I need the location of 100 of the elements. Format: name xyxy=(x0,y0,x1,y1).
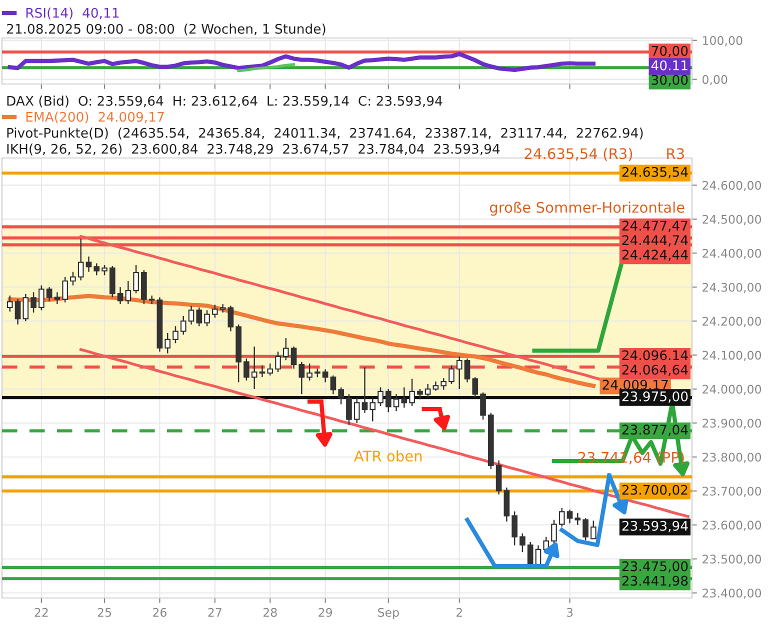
ref-line-label: 23.700,02 xyxy=(622,484,688,496)
candlestick xyxy=(306,362,312,382)
y-tick-label: 100,00 xyxy=(703,36,742,46)
legend-label: RSI(14) 40,11 xyxy=(26,8,119,20)
annotation: 40.11 xyxy=(651,60,688,70)
candlestick xyxy=(480,392,486,420)
ref-line-label: 23.475,00 xyxy=(622,561,688,573)
ref-line-label: 24.424,44 xyxy=(622,250,688,261)
x-tick-label: Sep xyxy=(378,608,399,620)
candlestick xyxy=(464,358,470,383)
candlestick xyxy=(14,298,21,326)
text: 23.593,94 xyxy=(622,520,688,532)
candlestick xyxy=(30,292,36,314)
candlestick xyxy=(472,376,478,398)
candlestick xyxy=(94,262,100,276)
candlestick xyxy=(259,364,266,378)
candlestick xyxy=(38,284,44,311)
candlestick xyxy=(54,292,60,305)
text: Pivot-Punkte(D) (24635.54, 24365.84, 24011.34, 23741.64, 23387.14, 23117.44, 22762.94) xyxy=(7,128,643,140)
candlestick xyxy=(378,386,384,407)
ref-line-label: 23.877,04 xyxy=(622,424,688,436)
candlestick xyxy=(180,315,186,336)
candlestick xyxy=(401,386,408,408)
candlestick xyxy=(102,264,108,276)
x-tick-label: 2 xyxy=(456,608,462,617)
y-tick-label: 23.800,00 xyxy=(702,452,762,463)
candlestick xyxy=(354,396,360,424)
candlestick xyxy=(551,519,557,544)
y-tick-label: 24.000,00 xyxy=(702,384,762,395)
candlestick xyxy=(393,394,400,412)
ref-line-label: 24.635,54 xyxy=(622,166,688,178)
candlestick xyxy=(188,305,194,326)
x-tick-label: 3 xyxy=(566,608,573,617)
candlestick xyxy=(512,510,518,546)
legend-label: EMA(200) 24.009,17 xyxy=(26,112,164,124)
candlestick xyxy=(590,520,596,540)
text: 21.08.2025 09:00 - 08:00 (2 Wochen, 1 Stunde) xyxy=(6,24,326,36)
y-tick-label: 24.400,00 xyxy=(702,248,762,259)
candlestick xyxy=(62,276,68,304)
data-label: 24.009,17 xyxy=(602,380,668,392)
x-tick-label: 26 xyxy=(153,608,166,617)
ref-line-label: 24.096.14 xyxy=(622,350,688,360)
candlestick xyxy=(6,294,13,312)
x-tick-label: 27 xyxy=(208,608,222,617)
annotation: ATR oben xyxy=(354,450,422,462)
y-tick-label: 24.200,00 xyxy=(702,316,762,327)
y-tick-label: 23.600,00 xyxy=(702,520,762,531)
y-tick-label: 23.500,00 xyxy=(702,554,762,565)
chart-title: DAX (Bid) O: 23.559,64 H: 23.612,64 L: 23.559,14 C: 23.593,94 xyxy=(7,96,442,108)
candlestick xyxy=(409,378,415,407)
ref-line-label: 24.477,47 xyxy=(622,220,688,232)
candlestick xyxy=(172,326,178,344)
candlestick xyxy=(338,386,344,405)
x-tick-label: 28 xyxy=(263,608,277,617)
candlestick xyxy=(574,512,581,526)
x-tick-label: 25 xyxy=(98,608,111,617)
ref-line-label: 24.064,64 xyxy=(622,364,688,376)
candlestick xyxy=(424,383,431,398)
annotation: R3 xyxy=(667,148,684,160)
text: IKH(9, 26, 52, 26) 23.600,84 23.748,29 23.674,57 23.784,04 23.593,94 xyxy=(7,144,500,156)
candlestick xyxy=(46,286,52,302)
annotation: große Sommer-Horizontale xyxy=(490,202,684,216)
y-tick-label: 0,00 xyxy=(702,75,728,86)
candlestick xyxy=(346,394,352,426)
candlestick xyxy=(78,238,84,281)
candlestick xyxy=(86,256,92,272)
line-series xyxy=(79,348,690,518)
candlestick xyxy=(440,378,447,390)
y-tick-label: 23.700,00 xyxy=(702,486,762,497)
line-series xyxy=(8,52,596,72)
annotation: 24.635,54 (R3) xyxy=(524,148,632,161)
candlestick xyxy=(251,346,258,390)
candlestick xyxy=(582,518,588,541)
candlestick xyxy=(298,361,305,395)
y-tick-label: 24.500,00 xyxy=(702,214,762,226)
candlestick xyxy=(133,264,139,294)
candlestick xyxy=(164,332,171,354)
line-series xyxy=(79,235,603,381)
ref-line-label: 24.444,74 xyxy=(622,235,688,246)
candlestick xyxy=(448,364,454,385)
candlestick xyxy=(362,366,368,414)
candlestick xyxy=(520,532,526,553)
candlestick xyxy=(282,337,289,361)
candlestick xyxy=(125,280,132,305)
line-series xyxy=(237,63,296,72)
ref-line-label: 23.441,98 xyxy=(622,576,688,588)
candlestick xyxy=(196,306,202,327)
x-tick-label: 22 xyxy=(34,608,48,617)
candlestick xyxy=(117,286,124,305)
candlestick xyxy=(22,293,29,322)
candlestick xyxy=(275,351,281,373)
candlestick xyxy=(212,304,218,318)
ref-line-label: 70,00 xyxy=(652,46,688,58)
y-tick-label: 24.600,00 xyxy=(702,180,762,192)
candlestick xyxy=(70,271,76,286)
candlestick xyxy=(456,356,462,390)
candlestick xyxy=(290,346,297,370)
candlestick xyxy=(417,388,423,400)
candlestick xyxy=(267,362,274,376)
candlestick xyxy=(330,374,336,395)
